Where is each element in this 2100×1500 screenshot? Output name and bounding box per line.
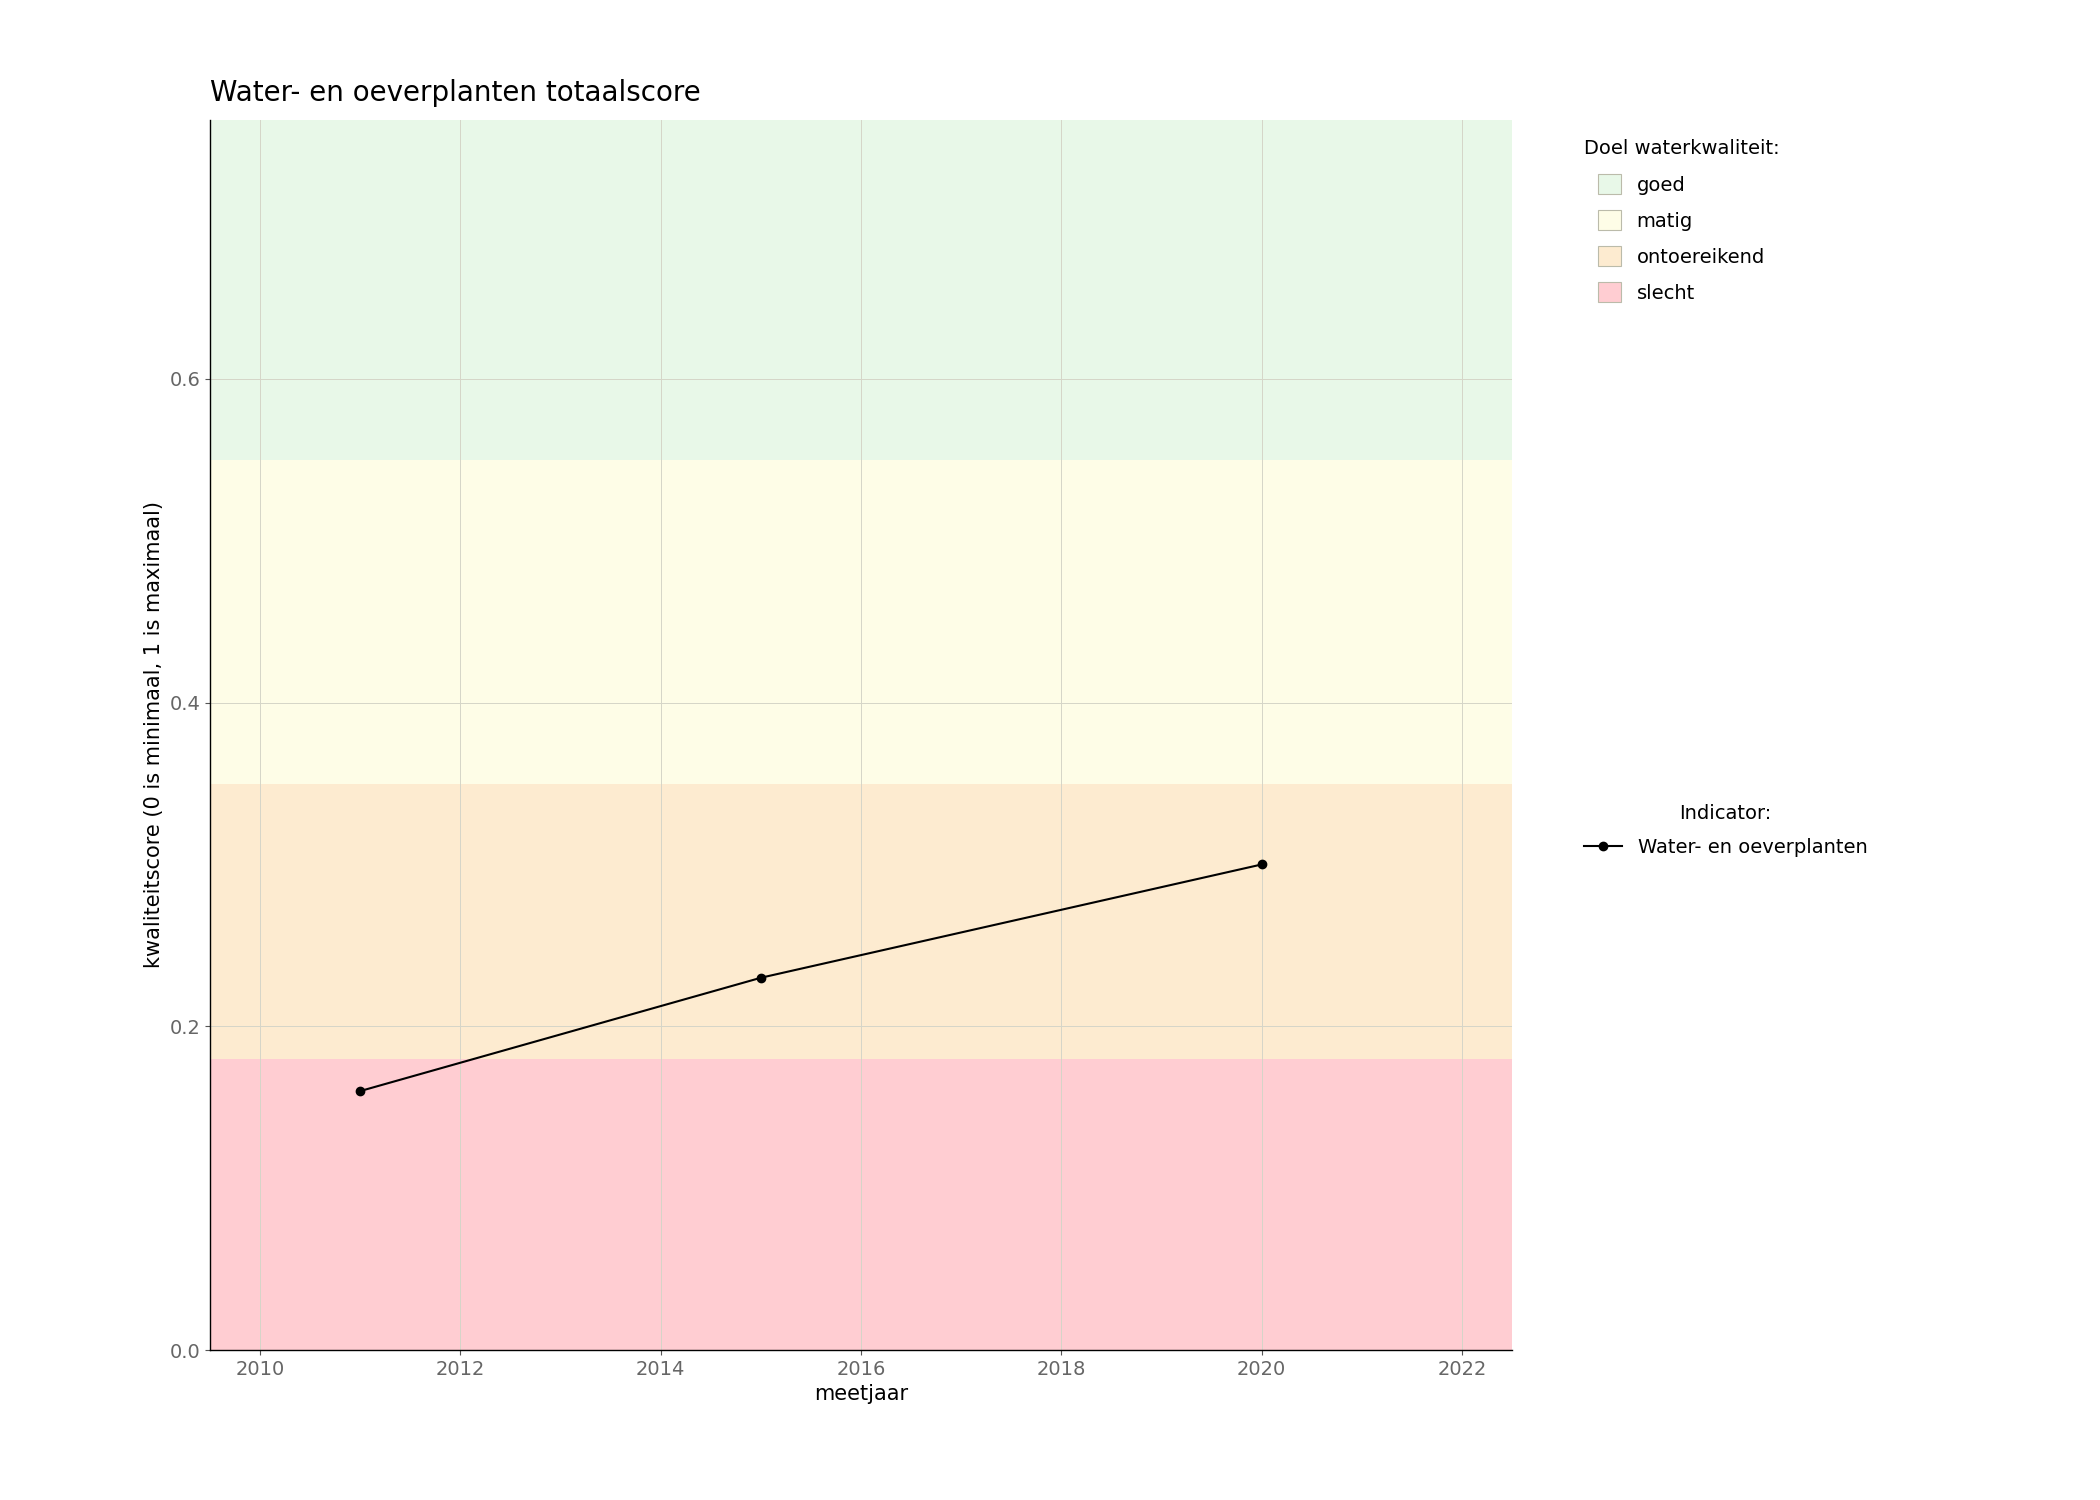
Bar — [210, 1059, 1512, 1350]
Bar — [210, 460, 1512, 783]
Bar — [210, 783, 1512, 1059]
Legend: Water- en oeverplanten: Water- en oeverplanten — [1573, 794, 1877, 867]
Bar — [210, 120, 1512, 460]
Text: Water- en oeverplanten totaalscore: Water- en oeverplanten totaalscore — [210, 78, 701, 106]
X-axis label: meetjaar: meetjaar — [815, 1384, 907, 1404]
Y-axis label: kwaliteitscore (0 is minimaal, 1 is maximaal): kwaliteitscore (0 is minimaal, 1 is maxi… — [143, 501, 164, 969]
